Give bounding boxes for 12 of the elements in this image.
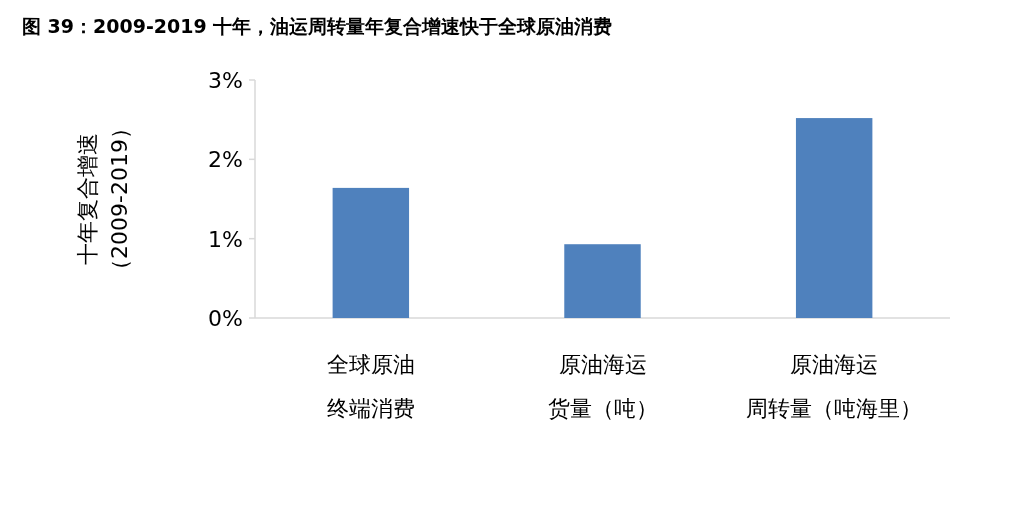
bar [332, 187, 410, 318]
x-tick-label: 原油海运货量（吨） [547, 352, 658, 421]
chart-title: 图 39：2009-2019 十年，油运周转量年复合增速快于全球原油消费 [22, 15, 613, 37]
y-tick-label: 3% [208, 68, 243, 93]
y-tick-label: 0% [208, 306, 243, 331]
bar [795, 118, 873, 318]
bar [564, 244, 641, 318]
y-tick-label: 2% [208, 147, 243, 173]
x-tick-label: 全球原油终端消费 [326, 352, 415, 421]
y-tick-label: 1% [208, 226, 243, 252]
y-axis-title: 十年复合增速（2009-2019） [75, 117, 132, 281]
x-tick-label: 原油海运周转量（吨海里） [746, 352, 923, 421]
